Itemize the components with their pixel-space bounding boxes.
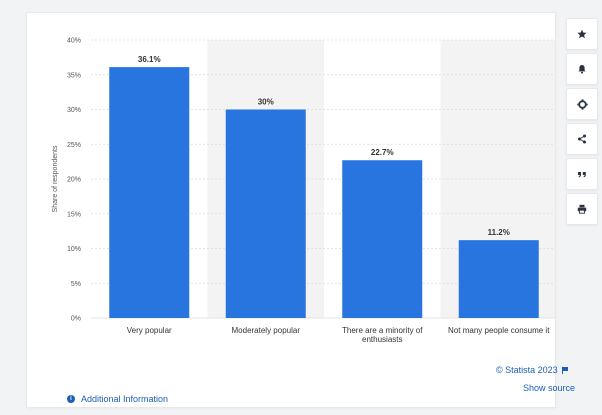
y-tick-label: 40%	[67, 38, 81, 45]
x-category-label: Moderately popular	[232, 326, 301, 335]
additional-information-link[interactable]: i Additional Information	[67, 394, 168, 404]
cite-button[interactable]	[566, 158, 598, 190]
statista-copyright-link[interactable]: © Statista 2023	[496, 365, 568, 375]
y-tick-label: 10%	[67, 246, 81, 253]
settings-button[interactable]	[566, 88, 598, 120]
x-category-label: Very popular	[127, 326, 172, 335]
print-icon	[577, 204, 587, 214]
share-icon	[578, 134, 586, 144]
additional-information-label: Additional Information	[81, 394, 169, 404]
y-axis-label: Share of respondents	[52, 145, 59, 212]
chart-tools-sidebar	[566, 18, 598, 225]
y-tick-label: 20%	[67, 177, 81, 184]
bar-value-label: 36.1%	[138, 55, 161, 64]
y-tick-label: 5%	[71, 281, 81, 288]
x-category-label: enthusiasts	[362, 335, 402, 344]
bar-value-label: 11.2%	[488, 228, 510, 237]
bar	[458, 240, 539, 318]
x-category-label: Not many people consume it	[448, 326, 550, 335]
bar-chart: 0% 5% 10% 15% 20% 25% 30% 35% 40% Share of respon…	[52, 38, 555, 344]
flag-icon	[561, 367, 568, 375]
chart-card: 0% 5% 10% 15% 20% 25% 30% 35% 40% Share of respon…	[26, 12, 556, 408]
y-tick-label: 15%	[67, 211, 81, 218]
star-icon	[577, 29, 587, 39]
y-tick-label: 30%	[67, 107, 81, 114]
bar-value-label: 30%	[258, 98, 274, 107]
info-icon: i	[67, 395, 75, 403]
y-tick-label: 35%	[67, 72, 81, 79]
quote-icon	[578, 172, 586, 178]
gear-icon	[576, 98, 588, 110]
share-button[interactable]	[566, 123, 598, 155]
show-source-link[interactable]: Show source	[523, 383, 576, 393]
y-tick-label: 25%	[67, 142, 81, 149]
bar	[109, 67, 190, 318]
x-category-label: There are a minority of	[342, 326, 423, 335]
bar	[225, 109, 306, 318]
print-button[interactable]	[566, 193, 598, 225]
bell-icon	[578, 65, 586, 74]
y-tick-label: 0%	[71, 316, 81, 323]
notification-button[interactable]	[566, 53, 598, 85]
bar-value-label: 22.7%	[371, 148, 394, 157]
bar	[342, 160, 423, 318]
favorite-button[interactable]	[566, 18, 598, 50]
copyright-label: © Statista 2023	[496, 365, 558, 375]
